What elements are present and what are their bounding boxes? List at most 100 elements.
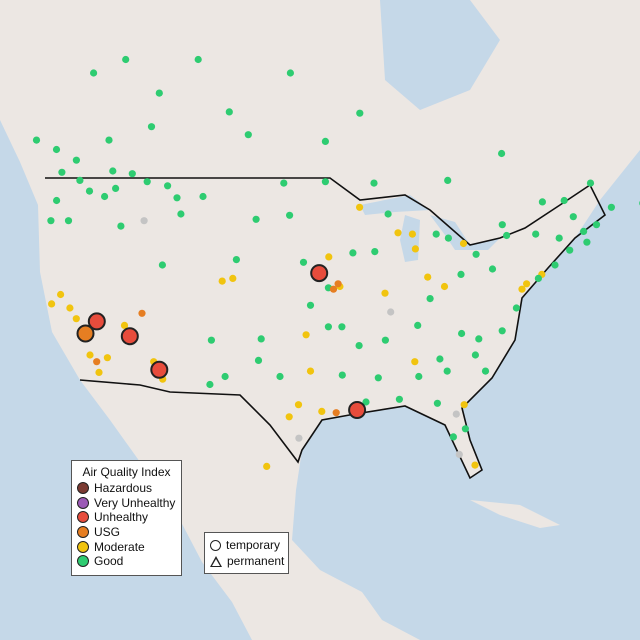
monitor-marker-good[interactable]: [164, 182, 172, 190]
monitor-marker-unknown[interactable]: [455, 450, 463, 458]
monitor-marker-good[interactable]: [64, 217, 73, 225]
monitor-marker-good[interactable]: [276, 372, 284, 381]
monitor-marker-moderate[interactable]: [302, 331, 310, 339]
monitor-marker-good[interactable]: [362, 398, 370, 406]
monitor-marker-good[interactable]: [503, 231, 511, 240]
monitor-marker-moderate[interactable]: [408, 230, 416, 238]
monitor-marker-good[interactable]: [194, 55, 202, 64]
monitor-marker-good[interactable]: [580, 227, 588, 235]
monitor-marker-usg[interactable]: [332, 409, 340, 417]
monitor-marker-good[interactable]: [47, 217, 55, 225]
monitor-marker-good[interactable]: [147, 123, 156, 131]
monitor-marker-moderate[interactable]: [294, 401, 303, 409]
monitor-marker-unknown[interactable]: [295, 434, 303, 442]
monitor-marker-good[interactable]: [374, 374, 382, 382]
monitor-marker-usg[interactable]: [329, 285, 338, 293]
monitor-marker-good[interactable]: [498, 327, 506, 335]
monitor-marker-good[interactable]: [370, 179, 378, 187]
monitor-marker-good[interactable]: [76, 176, 84, 184]
monitor-marker-good[interactable]: [566, 246, 574, 254]
monitor-marker-good[interactable]: [498, 149, 506, 158]
monitor-marker-good[interactable]: [415, 372, 423, 381]
monitor-marker-good[interactable]: [105, 136, 113, 144]
monitor-marker-good[interactable]: [432, 230, 440, 238]
monitor-marker-good[interactable]: [52, 145, 61, 154]
monitor-marker-moderate[interactable]: [411, 358, 419, 366]
monitor-marker-moderate[interactable]: [471, 461, 479, 469]
monitor-marker-moderate[interactable]: [318, 407, 326, 415]
monitor-marker-good[interactable]: [321, 178, 329, 186]
monitor-marker-good[interactable]: [85, 187, 94, 195]
monitor-marker-good[interactable]: [225, 108, 233, 116]
monitor-marker-good[interactable]: [436, 355, 444, 363]
monitor-marker-good[interactable]: [143, 178, 151, 186]
monitor-marker-good[interactable]: [498, 221, 506, 229]
monitor-marker-unhealthy[interactable]: [310, 264, 329, 283]
monitor-marker-good[interactable]: [569, 213, 577, 221]
monitor-marker-good[interactable]: [338, 323, 346, 331]
monitor-marker-good[interactable]: [458, 329, 466, 338]
monitor-marker-unknown[interactable]: [387, 308, 395, 316]
monitor-marker-good[interactable]: [356, 109, 364, 117]
monitor-marker-good[interactable]: [592, 221, 601, 229]
monitor-marker-moderate[interactable]: [95, 368, 103, 376]
monitor-marker-good[interactable]: [586, 179, 595, 187]
monitor-marker-good[interactable]: [128, 170, 136, 178]
monitor-marker-good[interactable]: [488, 265, 497, 273]
monitor-marker-good[interactable]: [286, 69, 294, 77]
monitor-marker-moderate[interactable]: [394, 229, 402, 237]
monitor-marker-good[interactable]: [338, 371, 346, 379]
monitor-marker-moderate[interactable]: [356, 203, 364, 211]
monitor-marker-good[interactable]: [122, 55, 130, 64]
monitor-marker-moderate[interactable]: [86, 351, 94, 359]
monitor-marker-moderate[interactable]: [424, 273, 432, 281]
monitor-marker-moderate[interactable]: [229, 274, 237, 282]
monitor-marker-moderate[interactable]: [518, 285, 526, 293]
monitor-marker-moderate[interactable]: [120, 321, 129, 329]
monitor-marker-moderate[interactable]: [285, 413, 293, 421]
monitor-marker-good[interactable]: [207, 336, 215, 344]
monitor-marker-good[interactable]: [90, 69, 98, 77]
monitor-marker-good[interactable]: [461, 425, 469, 433]
monitor-marker-usg[interactable]: [76, 324, 95, 343]
monitor-marker-good[interactable]: [349, 249, 357, 257]
monitor-marker-good[interactable]: [414, 321, 422, 329]
monitor-marker-unhealthy[interactable]: [150, 360, 169, 379]
monitor-marker-good[interactable]: [299, 258, 308, 266]
monitor-marker-moderate[interactable]: [325, 253, 333, 261]
monitor-marker-moderate[interactable]: [459, 239, 468, 248]
monitor-marker-good[interactable]: [32, 136, 41, 144]
monitor-marker-good[interactable]: [555, 234, 563, 242]
monitor-marker-good[interactable]: [199, 192, 207, 201]
monitor-marker-good[interactable]: [158, 261, 166, 269]
monitor-marker-moderate[interactable]: [57, 290, 65, 299]
monitor-marker-good[interactable]: [449, 433, 457, 441]
monitor-marker-moderate[interactable]: [381, 289, 389, 297]
monitor-marker-usg[interactable]: [334, 280, 342, 288]
monitor-marker-good[interactable]: [117, 222, 125, 230]
monitor-marker-unhealthy[interactable]: [120, 327, 139, 346]
monitor-marker-good[interactable]: [481, 367, 490, 375]
monitor-marker-good[interactable]: [475, 335, 483, 343]
monitor-marker-good[interactable]: [538, 198, 547, 206]
monitor-marker-good[interactable]: [286, 211, 294, 219]
monitor-marker-good[interactable]: [534, 274, 543, 282]
monitor-marker-good[interactable]: [221, 372, 229, 381]
monitor-marker-good[interactable]: [444, 234, 452, 242]
monitor-marker-moderate[interactable]: [103, 354, 111, 362]
monitor-marker-moderate[interactable]: [460, 401, 468, 409]
monitor-marker-unhealthy[interactable]: [87, 312, 106, 331]
monitor-marker-good[interactable]: [471, 351, 479, 359]
monitor-marker-moderate[interactable]: [411, 245, 419, 253]
monitor-marker-moderate[interactable]: [218, 277, 226, 285]
monitor-marker-good[interactable]: [384, 210, 392, 218]
monitor-marker-good[interactable]: [206, 380, 214, 389]
monitor-marker-good[interactable]: [244, 131, 252, 139]
monitor-marker-good[interactable]: [532, 230, 540, 238]
monitor-marker-usg[interactable]: [93, 358, 101, 366]
monitor-marker-moderate[interactable]: [66, 304, 74, 312]
monitor-marker-good[interactable]: [444, 176, 452, 184]
monitor-marker-moderate[interactable]: [306, 367, 315, 375]
monitor-marker-good[interactable]: [252, 215, 260, 223]
monitor-marker-unknown[interactable]: [452, 410, 460, 418]
